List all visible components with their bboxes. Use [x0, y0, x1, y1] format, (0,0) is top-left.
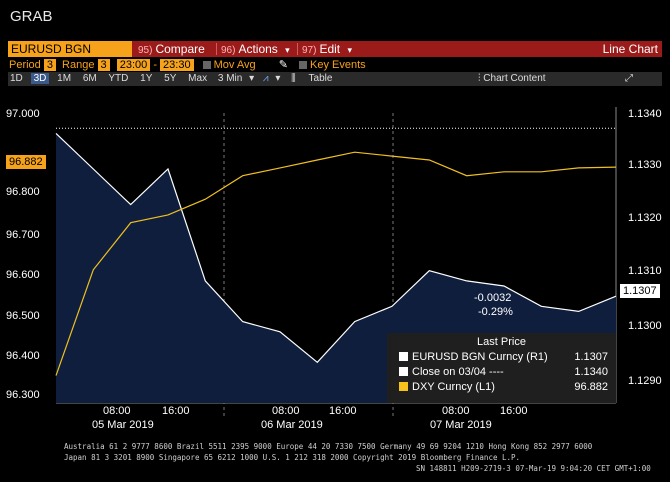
range-ytd[interactable]: YTD	[108, 73, 129, 84]
y-tick-left: 96.300	[6, 389, 40, 401]
x-tick: 08:00	[103, 405, 131, 417]
bar-chart-icon[interactable]: ⫼	[291, 73, 296, 84]
range-1y[interactable]: 1Y	[140, 73, 153, 84]
y-tick-left: 96.600	[6, 269, 40, 281]
dxy-last-tag: 96.882	[6, 155, 46, 169]
range-field[interactable]: 3	[97, 59, 110, 71]
expand-icon[interactable]: ⤢	[625, 73, 633, 84]
y-tick-right: 1.1320	[628, 212, 662, 224]
x-tick: 08:00	[272, 405, 300, 417]
line-chart-icon[interactable]: ⩘	[262, 73, 269, 84]
footer-contacts-2: Japan 81 3 3201 8900 Singapore 65 6212 1…	[64, 453, 521, 462]
eurusd-line	[55, 132, 617, 364]
pencil-icon[interactable]: ✎	[278, 59, 288, 71]
edit-number: 97)	[302, 45, 317, 56]
legend: Last Price EURUSD BGN Curncy (R1) 1.1307…	[387, 333, 616, 403]
legend-value: 1.1307	[574, 351, 608, 363]
edit-button[interactable]: 97) Edit ▾	[302, 41, 352, 57]
actions-number: 96)	[221, 45, 236, 56]
view-title: Line Chart	[602, 42, 658, 56]
eurusd-last-tag: 1.1307	[620, 284, 660, 298]
mov-avg-toggle[interactable]: Mov Avg	[202, 59, 256, 71]
compare-number: 95)	[138, 45, 153, 56]
checkbox-icon	[298, 61, 307, 69]
command-bar	[8, 41, 662, 57]
legend-swatch	[399, 367, 408, 376]
change-absolute: -0.0032	[474, 292, 512, 304]
range-max[interactable]: Max	[188, 73, 208, 84]
y-tick-left: 96.500	[6, 310, 40, 322]
actions-button[interactable]: 96) Actions ▾	[221, 41, 290, 57]
settings-row: Period 3 Range 3 23:00 - 23:30 Mov Avg ✎…	[9, 58, 366, 72]
x-tick: 16:00	[329, 405, 357, 417]
key-events-toggle[interactable]: Key Events	[298, 59, 366, 71]
legend-label: EURUSD BGN Curncy (R1)	[412, 351, 548, 363]
y-tick-right: 1.1300	[628, 320, 662, 332]
compare-button[interactable]: 95) Compare	[138, 41, 205, 57]
range-6m[interactable]: 6M	[82, 73, 97, 84]
y-tick-right: 1.1310	[628, 265, 662, 277]
footer-contacts: Australia 61 2 9777 8600 Brazil 5511 239…	[64, 442, 593, 451]
y-tick-left: 96.800	[6, 186, 40, 198]
range-3d[interactable]: 3D	[30, 73, 50, 84]
checkbox-icon	[202, 61, 211, 69]
time-from-field[interactable]: 23:00	[116, 59, 151, 71]
key-events-label: Key Events	[309, 59, 366, 71]
security-field[interactable]: EURUSD BGN Curncy	[8, 41, 132, 72]
window-title: GRAB	[10, 8, 53, 25]
x-tick: 16:00	[500, 405, 528, 417]
legend-value: 1.1340	[574, 366, 608, 378]
chevron-down-icon: ▾	[285, 45, 290, 55]
day-label: 07 Mar 2019	[430, 419, 492, 431]
legend-row[interactable]: Close on 03/04 ----	[399, 366, 504, 378]
chart-content-label: Chart Content	[483, 73, 546, 84]
range-1d[interactable]: 1D	[10, 73, 23, 84]
chevron-down-icon: ▾	[347, 45, 353, 55]
y-tick-right: 1.1330	[628, 159, 662, 171]
actions-label: Actions	[238, 42, 278, 56]
legend-label: DXY Curncy (L1)	[412, 381, 495, 393]
y-tick-left: 97.000	[6, 108, 40, 120]
mov-avg-label: Mov Avg	[213, 59, 256, 71]
range-1m[interactable]: 1M	[57, 73, 72, 84]
chart-content-button[interactable]: ⫶ Chart Content	[478, 72, 546, 86]
legend-swatch	[399, 382, 408, 391]
divider	[216, 43, 217, 55]
compare-label: Compare	[155, 42, 205, 56]
day-label: 05 Mar 2019	[92, 419, 154, 431]
legend-swatch	[399, 352, 408, 361]
time-to-field[interactable]: 23:30	[160, 59, 194, 71]
legend-label: Close on 03/04 ----	[412, 366, 504, 378]
range-label: Range	[62, 59, 95, 71]
chevron-down-icon[interactable]: ▾	[249, 73, 255, 84]
range-5y[interactable]: 5Y	[164, 73, 177, 84]
chart-content-icon: ⫶	[478, 73, 484, 84]
period-label: Period	[9, 59, 41, 71]
y-tick-left: 96.700	[6, 229, 40, 241]
time-separator: -	[153, 59, 157, 71]
legend-value: 96.882	[574, 381, 608, 393]
period-field[interactable]: 3	[43, 59, 56, 71]
legend-row[interactable]: DXY Curncy (L1)	[399, 381, 495, 393]
divider	[297, 43, 298, 55]
toolbar	[8, 72, 662, 86]
change-percent: -0.29%	[478, 306, 513, 318]
y-tick-left: 96.400	[6, 350, 40, 362]
legend-row[interactable]: EURUSD BGN Curncy (R1)	[399, 351, 548, 363]
chevron-down-icon[interactable]: ▾	[275, 73, 281, 84]
y-tick-right: 1.1340	[628, 108, 662, 120]
legend-title: Last Price	[477, 336, 526, 348]
day-label: 06 Mar 2019	[261, 419, 323, 431]
x-tick: 08:00	[442, 405, 470, 417]
interval-select[interactable]: 3 Min	[217, 73, 243, 84]
edit-label: Edit	[319, 42, 341, 56]
range-buttons: 1D 3D 1M 6M YTD 1Y 5Y Max 3 Min ▾ ⩘ ▾ ⫼ …	[10, 72, 332, 86]
x-tick: 16:00	[162, 405, 190, 417]
y-tick-right: 1.1290	[628, 375, 662, 387]
footer-timestamp: SN 148811 H209-2719-3 07-Mar-19 9:04:20 …	[416, 464, 651, 473]
table-button[interactable]: Table	[308, 73, 333, 84]
dxy-line	[55, 151, 617, 376]
